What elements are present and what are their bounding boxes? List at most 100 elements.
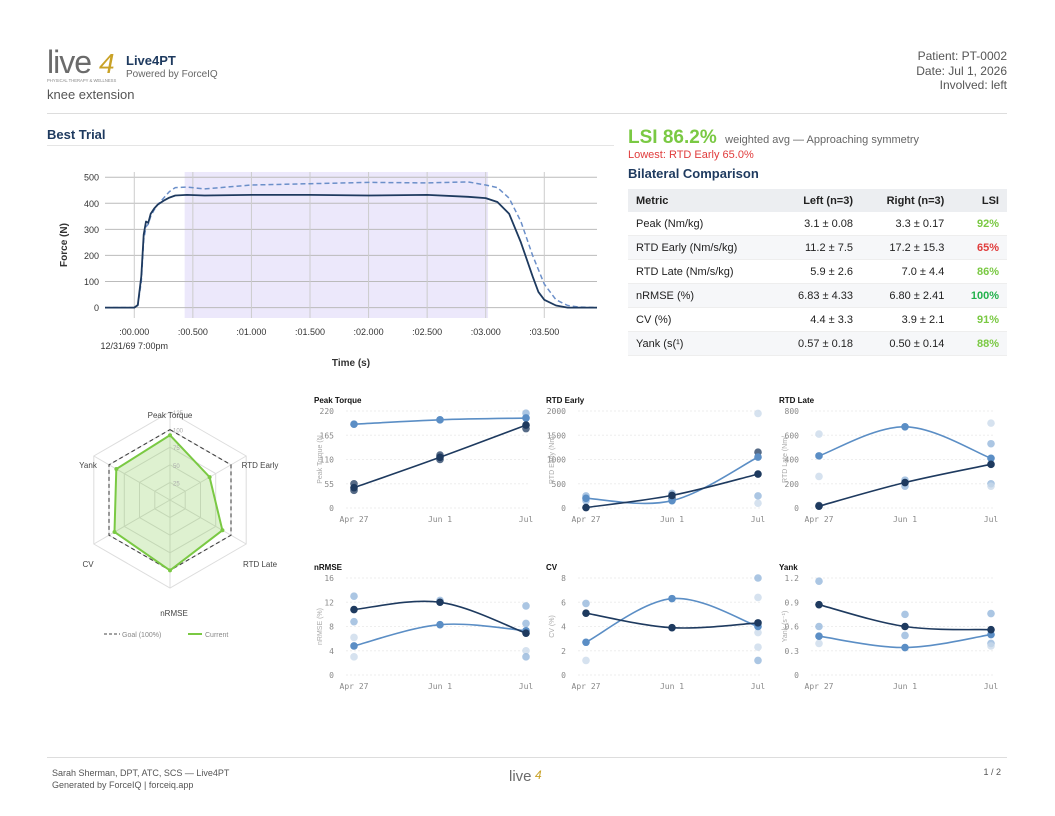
y-tick-label: 200 xyxy=(84,251,99,261)
chart-title: RTD Early xyxy=(546,396,585,405)
left-trend-point xyxy=(815,600,823,609)
left-value-cell: 5.9 ± 2.6 xyxy=(773,259,862,284)
left-trend-point xyxy=(350,483,358,492)
radar-axis-label: RTD Early xyxy=(242,461,279,470)
trial-point xyxy=(754,656,762,665)
right-trend-point xyxy=(436,620,444,629)
y-tick-label: 400 xyxy=(84,199,99,209)
y-tick-label: 0.9 xyxy=(785,598,800,607)
right-trend-point xyxy=(754,453,762,461)
page-number: 1 / 2 xyxy=(983,767,1001,777)
right-trend-point xyxy=(350,642,358,650)
trial-point xyxy=(987,439,995,448)
chart-title: RTD Late xyxy=(779,396,815,405)
left-trend-point xyxy=(754,470,762,478)
table-header-row: Metric Left (n=3) Right (n=3) LSI xyxy=(628,189,1007,212)
right-value-cell: 0.50 ± 0.14 xyxy=(861,331,953,356)
lsi-cell: 86% xyxy=(952,259,1007,284)
x-tick-label: Apr 27 xyxy=(805,515,834,524)
y-tick-label: 600 xyxy=(785,431,800,440)
y-tick-label: 0 xyxy=(94,303,99,313)
radar-point xyxy=(168,433,172,438)
table-row: RTD Early (Nm/s/kg) 11.2 ± 7.5 17.2 ± 15.3… xyxy=(628,235,1007,260)
right-trend-line xyxy=(585,597,759,643)
y-tick-label: 0.6 xyxy=(785,623,800,632)
left-trend-point xyxy=(522,421,530,429)
radar-point xyxy=(114,467,119,472)
y-tick-label: 500 xyxy=(84,173,99,183)
y-tick-label: 6 xyxy=(561,598,566,607)
x-tick-label: Jul xyxy=(984,515,999,524)
y-tick-label: 8 xyxy=(561,574,566,583)
y-tick-label: 2000 xyxy=(547,407,566,416)
trial-point xyxy=(815,430,823,438)
x-tick-label: Jul xyxy=(519,515,534,524)
right-trend-point xyxy=(668,496,676,505)
lsi-value: LSI 86.2% xyxy=(628,127,717,148)
right-trend-point xyxy=(350,420,358,429)
left-value-cell: 0.57 ± 0.18 xyxy=(773,331,862,356)
y-tick-label: 2 xyxy=(561,647,566,656)
trial-point xyxy=(350,653,358,661)
trial-point xyxy=(350,592,358,600)
radar-axis-label: Peak Torque xyxy=(148,411,193,420)
radar-spoke xyxy=(93,455,171,501)
y-tick-label: 4 xyxy=(329,647,334,656)
right-value-cell: 6.80 ± 2.41 xyxy=(861,283,953,308)
left-value-cell: 4.4 ± 3.3 xyxy=(773,307,862,332)
footer-clinician: Sarah Sherman, DPT, ATC, SCS — Live4PT xyxy=(52,768,230,778)
y-tick-label: 0 xyxy=(794,504,799,513)
radar-axis-label: nRMSE xyxy=(160,609,188,618)
radar-point xyxy=(220,528,225,533)
y-axis-label: Yank (s⁻¹) xyxy=(782,611,789,643)
y-tick-label: 165 xyxy=(320,431,335,440)
right-trend-point xyxy=(668,594,676,603)
radar-ring-label: 25 xyxy=(173,481,180,487)
radar-axis-label: CV xyxy=(82,560,94,569)
best-trial-title: Best Trial xyxy=(47,127,106,142)
svg-text:4: 4 xyxy=(535,768,542,782)
radar-ring-label: 50 xyxy=(173,464,180,470)
right-trend-point xyxy=(987,454,995,463)
patient-id: Patient: PT-0002 xyxy=(917,49,1007,63)
y-axis-label: Force (N) xyxy=(59,223,70,267)
y-tick-label: 16 xyxy=(324,574,334,583)
x-date-label: 12/31/69 7:00pm xyxy=(101,341,169,351)
right-trend-point xyxy=(582,638,590,647)
trial-point xyxy=(815,472,823,481)
left-trend-point xyxy=(582,503,590,512)
x-tick-label: Jul xyxy=(984,682,999,691)
x-tick-label: Apr 27 xyxy=(572,682,601,691)
y-tick-label: 100 xyxy=(84,277,99,287)
x-tick-label: Jun 1 xyxy=(428,515,452,524)
trial-point xyxy=(815,622,823,631)
svg-text:live: live xyxy=(47,45,91,80)
left-trend-point xyxy=(754,619,762,627)
analysis-window xyxy=(184,172,489,318)
x-tick-label: :00.000 xyxy=(119,327,149,337)
metric-cell: RTD Late (Nm/s/kg) xyxy=(628,259,774,284)
right-trend-line xyxy=(818,425,992,460)
y-tick-label: 220 xyxy=(320,407,335,416)
right-trend-point xyxy=(901,422,909,431)
peak-torque-chart: Peak Torque 0 55 110 165 220 Apr 27 Jun 1 Jul Pea… xyxy=(314,396,534,524)
footer-divider xyxy=(47,757,1007,758)
metric-cell: Peak (Nm/kg) xyxy=(628,212,774,236)
trial-point xyxy=(754,628,762,637)
chart-title: Peak Torque xyxy=(314,396,362,405)
left-trend-point xyxy=(901,478,909,487)
y-tick-label: 12 xyxy=(324,598,334,607)
y-tick-label: 1500 xyxy=(547,431,566,440)
table-row: CV (%) 4.4 ± 3.3 3.9 ± 2.1 91% xyxy=(628,307,1007,332)
right-force-line xyxy=(105,181,598,309)
radar-ring-label: 100 xyxy=(173,429,184,435)
table-header-cell: Right (n=3) xyxy=(861,189,953,212)
footer-logo: live 4 xyxy=(509,768,542,785)
trial-point xyxy=(901,610,909,619)
y-tick-label: 0 xyxy=(329,504,334,513)
left-trend-point xyxy=(436,598,444,607)
y-axis-label: nRMSE (%) xyxy=(317,608,324,645)
x-tick-label: :03.000 xyxy=(471,327,501,337)
right-value-cell: 3.9 ± 2.1 xyxy=(861,307,953,332)
x-tick-label: Jul xyxy=(751,515,766,524)
